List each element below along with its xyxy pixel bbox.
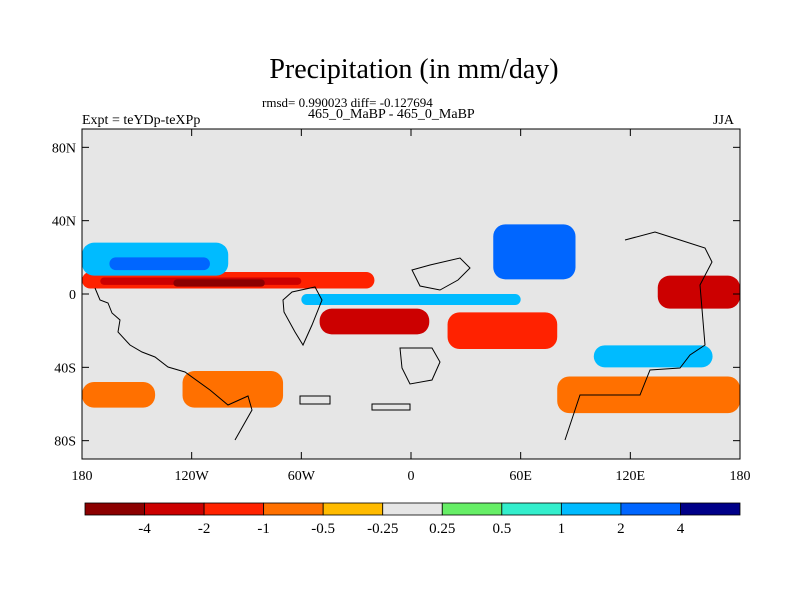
field-region-equatorial-wet — [301, 294, 521, 305]
colorbar-label-6: 0.5 — [492, 521, 511, 537]
x-tick-label-6: 180 — [730, 469, 751, 484]
coastline-outline — [94, 231, 713, 441]
y-tick-label-4: 80S — [54, 435, 76, 450]
colorbar-swatch-7 — [501, 502, 562, 516]
colorbar-label-4: -0.25 — [367, 521, 398, 537]
colorbar-swatch-5 — [382, 502, 443, 516]
colorbar-label-2: -1 — [257, 521, 270, 537]
x-tick-label-2: 60W — [288, 469, 316, 484]
colorbar: -4 -2 -1 -0.5 -0.25 0.25 0.5 1 2 4 — [84, 502, 741, 537]
y-tick-label-1: 40N — [52, 215, 76, 230]
field-region-northern-tropics-band-3 — [173, 279, 265, 287]
x-tick-label-5: 120E — [616, 469, 646, 484]
field-region-southern-ocean-dry — [182, 371, 284, 408]
colorbar-swatch-8 — [560, 502, 622, 516]
colorbar-swatch-9 — [620, 502, 681, 516]
x-tick-label-4: 60E — [509, 469, 532, 484]
chart-subtitle: 465_0_MaBP - 465_0_MaBP — [308, 107, 475, 122]
field-region-indian-ocean-dry — [447, 312, 558, 349]
colorbar-label-3: -0.5 — [311, 521, 335, 537]
stats-annotation: rmsd= 0.990023 diff= -0.127694 — [262, 95, 433, 110]
field-region-north-pacific-strong-wet — [109, 257, 210, 271]
coastline-south-america — [94, 287, 253, 441]
y-tick-label-2: 0 — [69, 288, 76, 303]
colorbar-swatch-3 — [263, 502, 324, 516]
y-tick-label-3: 40S — [54, 361, 76, 376]
chart-title: Precipitation (in mm/day) — [269, 54, 559, 85]
colorbar-label-8: 2 — [617, 521, 625, 537]
colorbar-swatch-2 — [203, 502, 265, 516]
field-region-mid-south-wet — [593, 345, 713, 368]
colorbar-swatch-6 — [441, 502, 503, 516]
coastline-australia — [399, 347, 441, 385]
colorbar-label-1: -2 — [198, 521, 211, 537]
field-region-south-pacific-dry — [82, 382, 156, 408]
x-tick-label-3: 0 — [408, 469, 415, 484]
field-region-high-south-dry — [557, 376, 740, 414]
field-region-south-atlantic-dry — [319, 308, 430, 335]
colorbar-swatch-0 — [84, 502, 145, 516]
precipitation-field — [82, 224, 740, 414]
y-tick-label-0: 80N — [52, 141, 76, 156]
colorbar-label-9: 4 — [677, 521, 685, 537]
colorbar-swatch-4 — [322, 502, 384, 516]
field-region-west-pacific-dry — [657, 275, 740, 309]
colorbar-label-0: -4 — [138, 521, 151, 537]
coastline-antarctic — [299, 395, 411, 411]
season-label: JJA — [713, 113, 735, 128]
coastline-eurasia — [411, 231, 713, 441]
axis-ticks: 180 120W 60W 0 60E 120E 180 80N 40N 0 40S 80S — [52, 129, 751, 484]
colorbar-swatch-1 — [144, 502, 205, 516]
coastline-africa — [282, 286, 323, 347]
x-tick-label-1: 120W — [175, 469, 210, 484]
colorbar-swatch-10 — [680, 502, 741, 516]
field-region-arabian-sea-positive — [493, 224, 576, 280]
colorbar-label-7: 1 — [558, 521, 566, 537]
colorbar-label-5: 0.25 — [429, 521, 455, 537]
x-tick-label-0: 180 — [72, 469, 93, 484]
experiment-label: Expt = teYDp-teXPp — [82, 113, 201, 128]
